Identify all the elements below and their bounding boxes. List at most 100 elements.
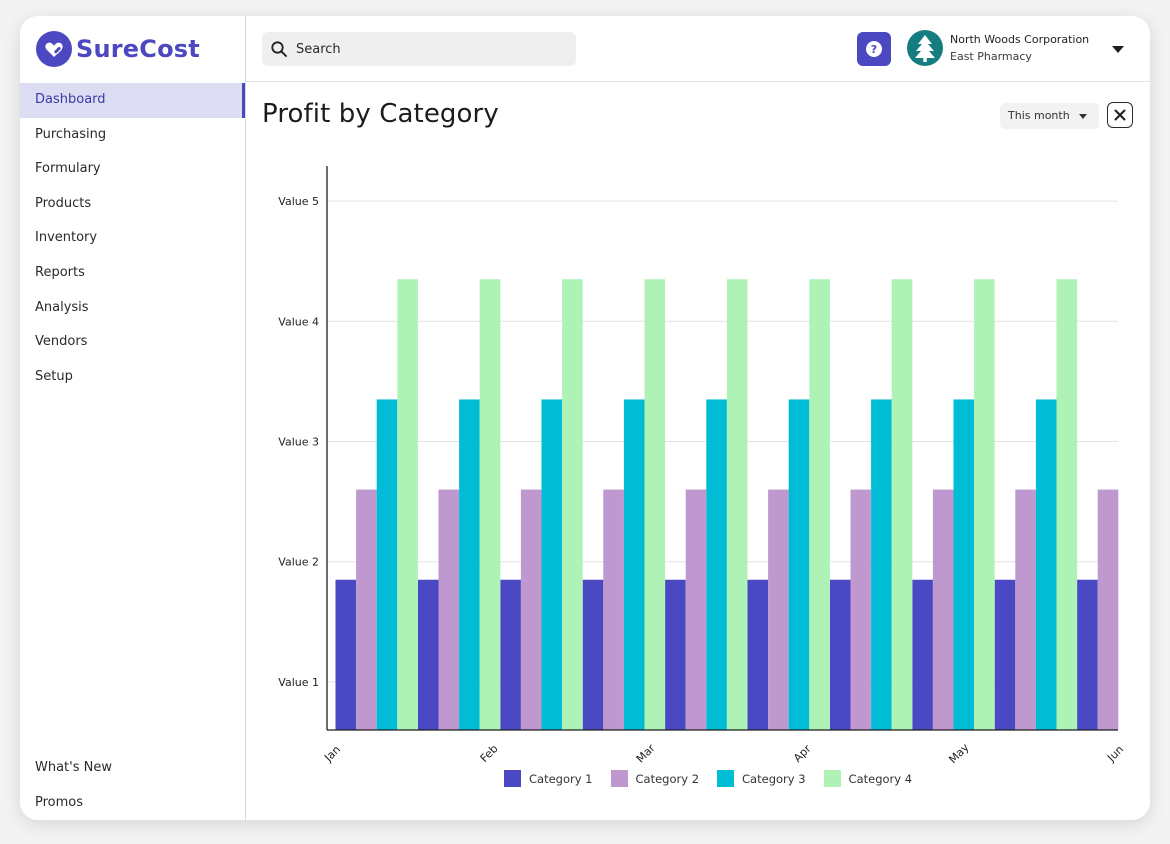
bar: [685, 489, 707, 730]
x-tick-label: Jun: [1104, 743, 1126, 765]
bar: [1077, 579, 1098, 730]
bar: [397, 279, 418, 730]
org-avatar: [907, 30, 943, 66]
bar: [953, 399, 975, 730]
org-name: North Woods Corporation: [950, 33, 1090, 46]
legend-item: Category 1: [504, 770, 593, 787]
sidebar-item-dashboard[interactable]: Dashboard: [20, 83, 245, 118]
bar: [562, 279, 583, 730]
close-icon: [1114, 109, 1126, 121]
x-tick-label: Apr: [791, 742, 814, 765]
pharmacy-name: East Pharmacy: [950, 50, 1032, 63]
legend-item: Category 4: [823, 770, 913, 787]
period-dropdown[interactable]: This month: [1000, 103, 1099, 129]
legend-swatch: [717, 770, 735, 787]
bar: [459, 399, 480, 730]
help-button[interactable]: ?: [857, 32, 891, 66]
bar: [871, 399, 892, 730]
bar: [768, 489, 789, 730]
app-window: SureCost Dashboard Purchasing Formulary …: [20, 16, 1150, 820]
account-switcher[interactable]: North Woods Corporation East Pharmacy: [907, 30, 1137, 68]
chart-legend: Category 1 Category 2 Category 3 Categor…: [504, 770, 930, 787]
sidebar-item-reports[interactable]: Reports: [35, 264, 85, 280]
bar: [850, 489, 872, 730]
search-box[interactable]: [262, 32, 576, 66]
pill-logo-icon: [36, 31, 72, 67]
sidebar-item-analysis[interactable]: Analysis: [35, 299, 89, 315]
bar: [932, 489, 954, 730]
legend-item: Category 3: [717, 770, 806, 787]
legend-swatch: [504, 770, 521, 787]
bar: [891, 279, 913, 730]
main-nav: Dashboard Purchasing Formulary Products …: [20, 83, 245, 394]
bar: [644, 279, 666, 730]
sidebar-item-inventory[interactable]: Inventory: [35, 230, 98, 246]
bar: [376, 399, 398, 730]
bar: [726, 279, 748, 730]
bar: [438, 489, 460, 730]
bar: [1097, 489, 1119, 730]
bar: [747, 579, 769, 730]
period-selected: This month: [1008, 109, 1070, 122]
pine-tree-icon: [915, 35, 935, 62]
legend-swatch: [823, 770, 841, 787]
caret-down-icon: [1079, 114, 1087, 119]
logo[interactable]: SureCost: [36, 31, 200, 67]
bar: [479, 279, 501, 730]
bar: [500, 579, 521, 730]
chevron-down-icon[interactable]: [1110, 43, 1126, 55]
question-icon: ?: [866, 41, 882, 57]
svg-text:?: ?: [871, 43, 877, 56]
legend-label: Category 4: [848, 771, 913, 786]
bar: [974, 279, 995, 730]
bar: [1056, 279, 1078, 730]
x-tick-label: Mar: [634, 741, 658, 765]
sidebar-item-promos[interactable]: Promos: [35, 794, 84, 810]
sidebar-item-purchasing[interactable]: Purchasing: [35, 126, 107, 142]
bar: [665, 579, 686, 730]
bar: [788, 399, 810, 730]
y-tick-label: Value 2: [278, 556, 319, 569]
bar: [706, 399, 727, 730]
top-bar: ? North Woods Corporation East Pharmacy: [246, 16, 1150, 82]
x-tick-label: Jan: [321, 743, 343, 765]
bar: [912, 579, 933, 730]
bar: [417, 579, 439, 730]
bar: [603, 489, 624, 730]
legend-label: Category 2: [635, 771, 700, 786]
bar: [582, 579, 604, 730]
bar: [520, 489, 542, 730]
bar: [994, 579, 1016, 730]
bar: [541, 399, 563, 730]
search-input[interactable]: [294, 40, 568, 58]
bar: [829, 579, 851, 730]
y-tick-label: Value 4: [278, 315, 319, 328]
page-title: Profit by Category: [262, 99, 499, 129]
sidebar: SureCost Dashboard Purchasing Formulary …: [20, 16, 246, 820]
legend-item: Category 2: [610, 770, 700, 787]
close-button[interactable]: [1107, 102, 1133, 128]
sidebar-item-products[interactable]: Products: [35, 195, 92, 211]
legend-swatch: [610, 770, 628, 787]
bar: [623, 399, 645, 730]
y-tick-label: Value 3: [278, 436, 319, 449]
bar: [1015, 489, 1036, 730]
x-tick-label: May: [946, 741, 972, 766]
y-tick-label: Value 5: [278, 195, 319, 208]
profit-bar-chart: Value 1 Value 2 Value 3 Value 4 Value 5 Jan Fe…: [278, 166, 1126, 766]
legend-label: Category 1: [529, 771, 593, 786]
app-name: SureCost: [76, 35, 200, 63]
bar: [356, 489, 377, 730]
secondary-nav: What's New Promos: [20, 751, 245, 820]
sidebar-item-setup[interactable]: Setup: [35, 368, 73, 384]
sidebar-item-whats-new[interactable]: What's New: [35, 760, 112, 775]
sidebar-item-vendors[interactable]: Vendors: [35, 334, 88, 350]
search-icon: [271, 41, 287, 57]
sidebar-item-formulary[interactable]: Formulary: [35, 161, 101, 177]
x-tick-label: Feb: [478, 742, 501, 765]
y-tick-label: Value 1: [278, 676, 319, 689]
bar: [1035, 399, 1057, 730]
bar: [809, 279, 830, 730]
bar: [335, 579, 357, 730]
legend-label: Category 3: [742, 771, 806, 786]
